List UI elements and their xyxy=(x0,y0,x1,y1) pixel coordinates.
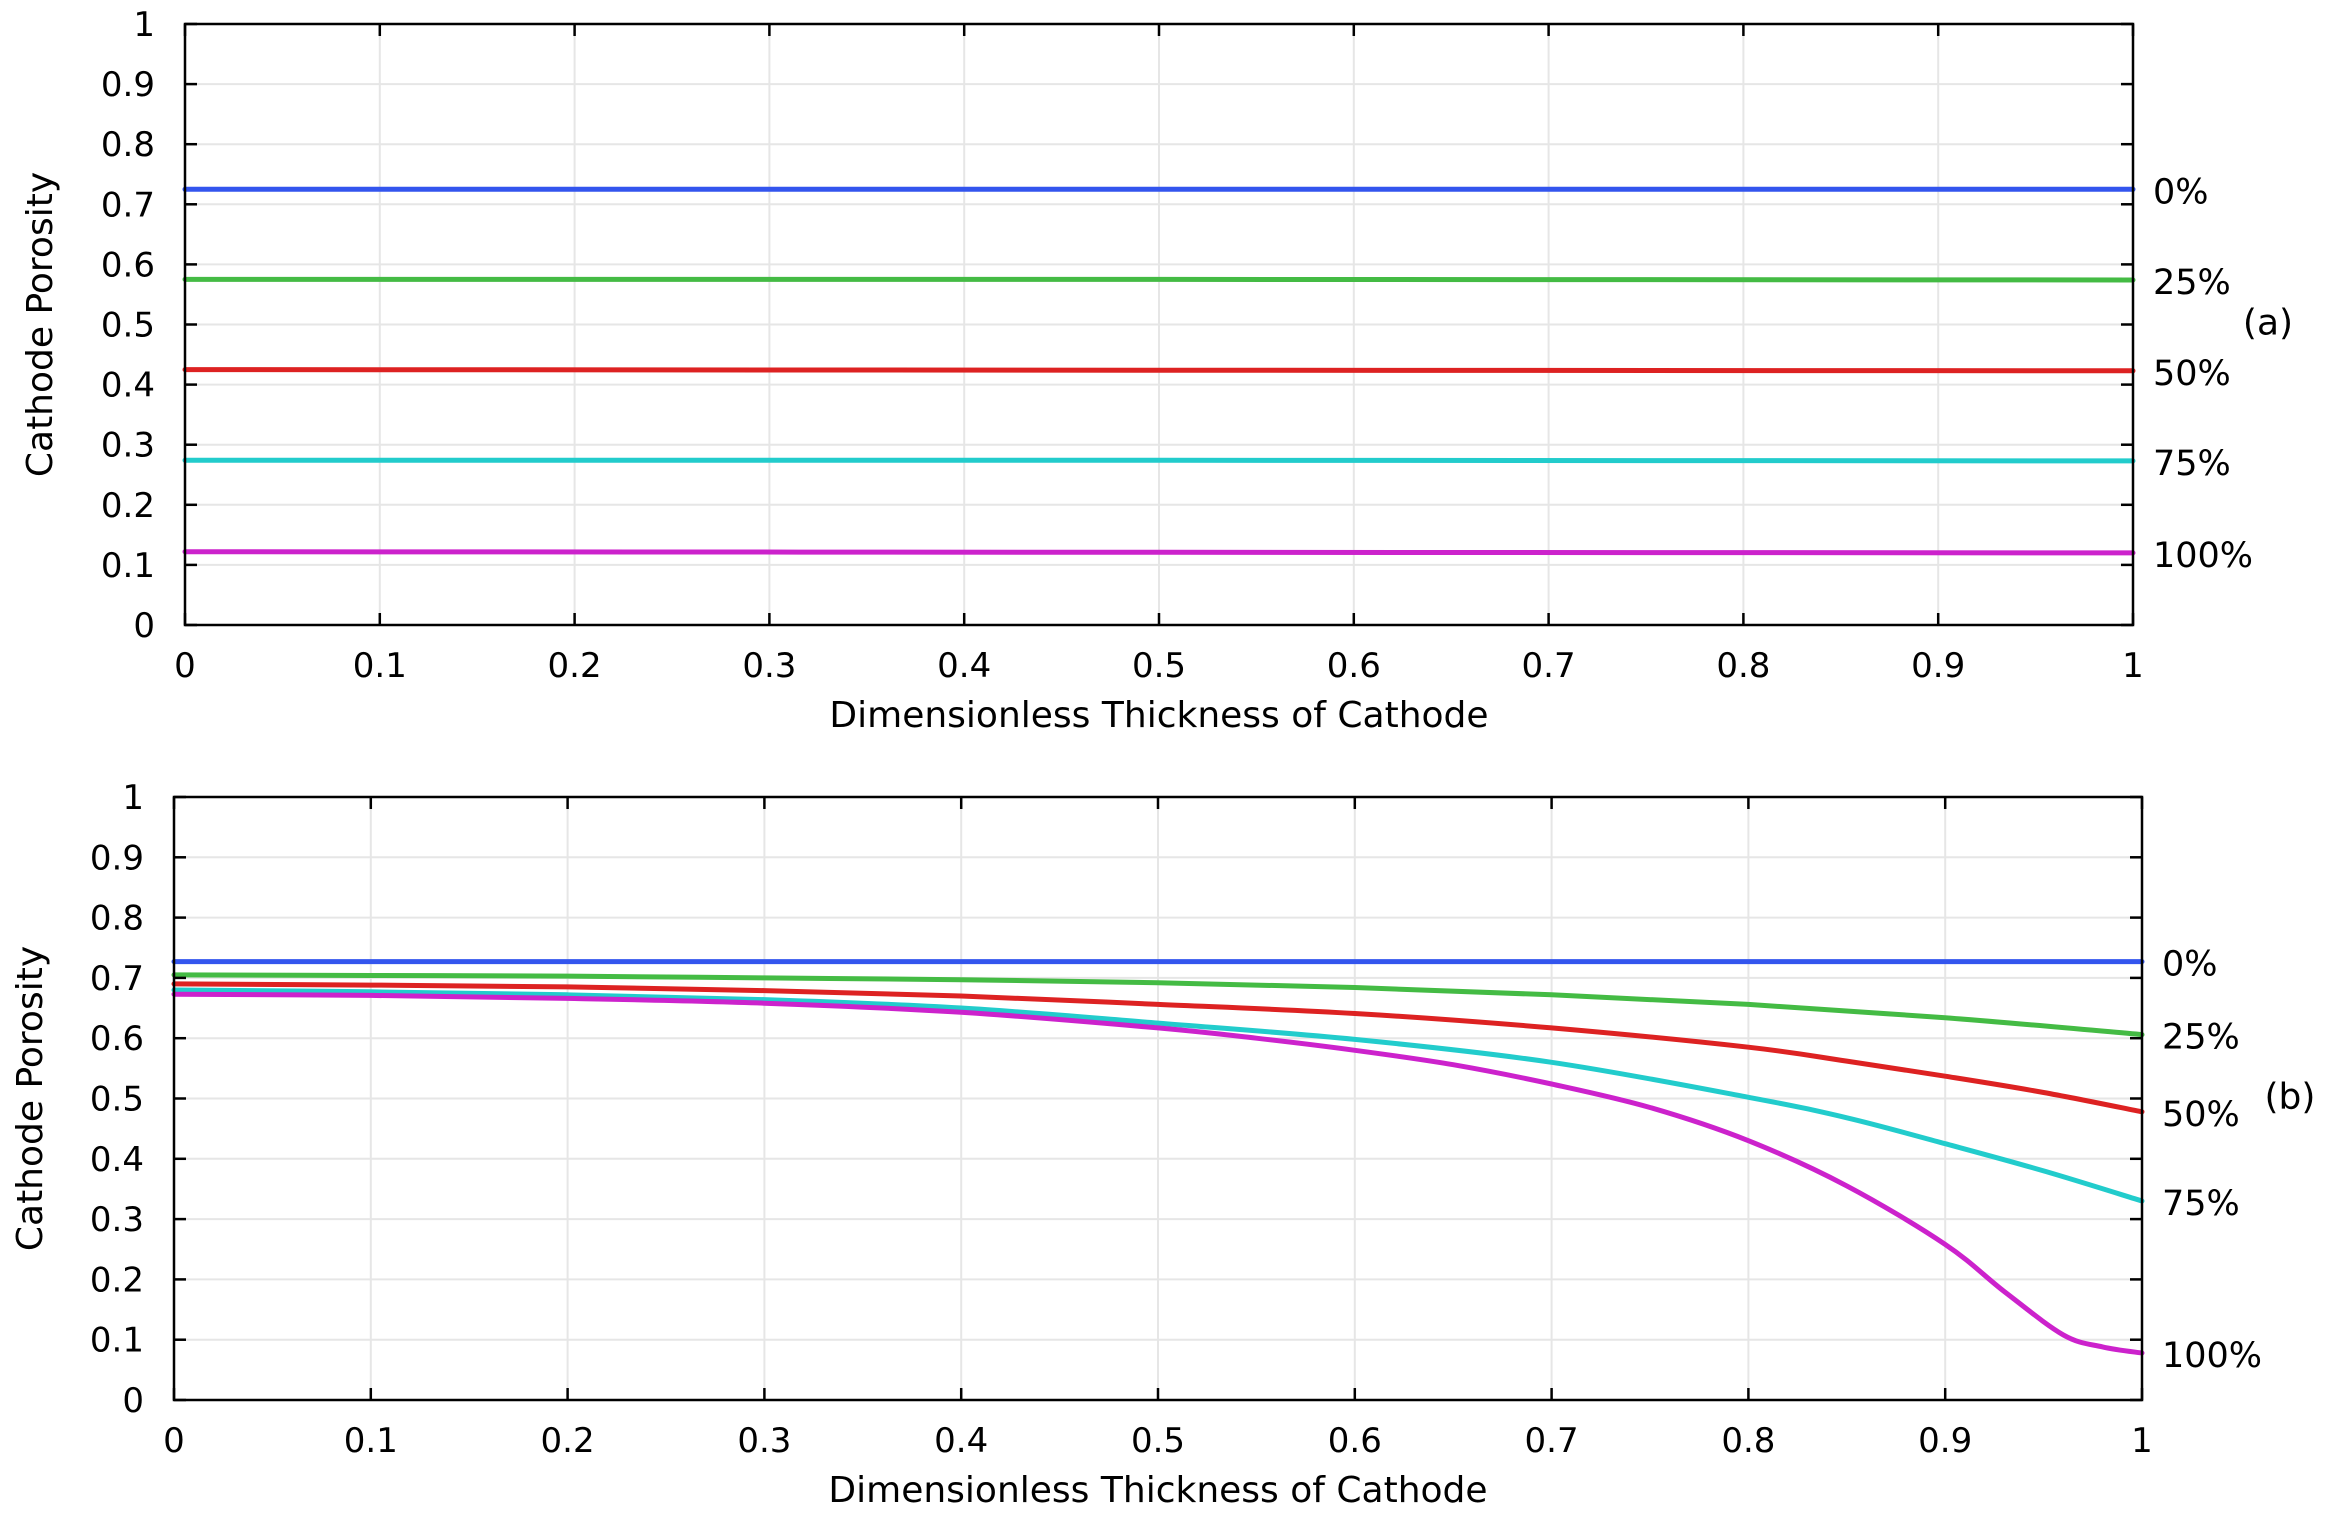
x-tick-label: 1 xyxy=(2122,646,2144,686)
x-tick-label: 0.5 xyxy=(1132,646,1186,686)
series-labels: 0% 25% 50% 75% 100% xyxy=(2153,172,2253,576)
series-lines xyxy=(171,959,2145,1356)
series-line xyxy=(171,987,2145,1204)
chart-panel-a: 0 0.1 0.2 0.3 0.4 0.5 0.6 0.7 0.8 0.9 1 0 0.1 0.2 0.3… xyxy=(20,5,2293,736)
y-tick-label: 0.6 xyxy=(90,1019,144,1059)
y-tick-label: 1 xyxy=(133,5,155,45)
y-tick-label: 0.3 xyxy=(90,1200,144,1240)
x-axis-title: Dimensionless Thickness of Cathode xyxy=(828,1470,1487,1511)
series-label: 25% xyxy=(2162,1018,2240,1058)
series-label: 75% xyxy=(2153,444,2231,484)
x-tick-label: 0.2 xyxy=(541,1421,595,1461)
series-label: 100% xyxy=(2162,1336,2262,1376)
x-tick-label: 0.6 xyxy=(1328,1421,1382,1461)
y-axis-title: Cathode Porosity xyxy=(20,172,61,477)
y-tick-label: 0 xyxy=(122,1381,144,1421)
series-label: 75% xyxy=(2162,1184,2240,1224)
x-tick-labels: 0 0.1 0.2 0.3 0.4 0.5 0.6 0.7 0.8 0.9 1 xyxy=(163,1421,2153,1461)
x-tick-label: 0.5 xyxy=(1131,1421,1185,1461)
x-tick-label: 0.9 xyxy=(1911,646,1965,686)
axis-ticks xyxy=(183,22,2135,627)
x-axis-title: Dimensionless Thickness of Cathode xyxy=(829,695,1488,736)
x-tick-label: 0.9 xyxy=(1918,1421,1972,1461)
series-line xyxy=(182,549,2136,556)
y-tick-label: 0.1 xyxy=(90,1321,144,1361)
series-label: 0% xyxy=(2162,945,2218,985)
grid-lines xyxy=(184,23,2134,626)
x-tick-label: 0.8 xyxy=(1721,1421,1775,1461)
x-tick-labels: 0 0.1 0.2 0.3 0.4 0.5 0.6 0.7 0.8 0.9 1 xyxy=(174,646,2144,686)
series-labels: 0% 25% 50% 75% 100% xyxy=(2162,945,2262,1376)
y-tick-label: 0.5 xyxy=(90,1080,144,1120)
x-tick-label: 0 xyxy=(174,646,196,686)
y-tick-label: 0.2 xyxy=(90,1260,144,1300)
chart-panel-b: 0 0.1 0.2 0.3 0.4 0.5 0.6 0.7 0.8 0.9 1 0 0.1 0.2 0.3… xyxy=(10,778,2315,1511)
series-lines xyxy=(182,186,2136,556)
y-tick-label: 0.7 xyxy=(101,185,155,225)
y-tick-labels: 0 0.1 0.2 0.3 0.4 0.5 0.6 0.7 0.8 0.9 1 xyxy=(101,5,155,646)
panel-label: (a) xyxy=(2243,303,2293,344)
panel-label: (b) xyxy=(2265,1077,2316,1118)
y-tick-label: 0.7 xyxy=(90,959,144,999)
x-tick-label: 0.4 xyxy=(934,1421,988,1461)
series-label: 50% xyxy=(2162,1095,2240,1135)
y-tick-label: 0.1 xyxy=(101,546,155,586)
x-tick-label: 0 xyxy=(163,1421,185,1461)
y-tick-label: 0.8 xyxy=(101,125,155,165)
x-tick-label: 0.4 xyxy=(937,646,991,686)
series-line xyxy=(182,276,2136,283)
y-tick-label: 0 xyxy=(133,606,155,646)
axis-ticks xyxy=(172,795,2144,1402)
x-tick-label: 0.2 xyxy=(548,646,602,686)
y-tick-label: 0.3 xyxy=(101,426,155,466)
x-tick-label: 0.8 xyxy=(1716,646,1770,686)
x-tick-label: 1 xyxy=(2131,1421,2153,1461)
x-tick-label: 0.3 xyxy=(737,1421,791,1461)
series-label: 25% xyxy=(2153,263,2231,303)
series-label: 0% xyxy=(2153,172,2209,212)
x-tick-label: 0.6 xyxy=(1327,646,1381,686)
series-line xyxy=(171,981,2145,1115)
series-line xyxy=(171,991,2145,1356)
series-line xyxy=(182,457,2136,464)
x-tick-label: 0.3 xyxy=(742,646,796,686)
series-line xyxy=(171,972,2145,1038)
series-label: 50% xyxy=(2153,354,2231,394)
x-tick-label: 0.7 xyxy=(1525,1421,1579,1461)
grid-lines xyxy=(173,796,2143,1401)
y-tick-label: 0.4 xyxy=(101,366,155,406)
y-tick-labels: 0 0.1 0.2 0.3 0.4 0.5 0.6 0.7 0.8 0.9 1 xyxy=(90,778,144,1421)
x-tick-label: 0.1 xyxy=(344,1421,398,1461)
y-tick-label: 0.8 xyxy=(90,899,144,939)
y-tick-label: 0.9 xyxy=(101,65,155,105)
y-tick-label: 0.9 xyxy=(90,838,144,878)
series-line xyxy=(182,367,2136,374)
x-tick-label: 0.7 xyxy=(1522,646,1576,686)
x-tick-label: 0.1 xyxy=(353,646,407,686)
y-tick-label: 0.5 xyxy=(101,306,155,346)
y-axis-title: Cathode Porosity xyxy=(10,946,51,1251)
series-label: 100% xyxy=(2153,536,2253,576)
y-tick-label: 1 xyxy=(122,778,144,818)
y-tick-label: 0.6 xyxy=(101,245,155,285)
y-tick-label: 0.2 xyxy=(101,486,155,526)
y-tick-label: 0.4 xyxy=(90,1140,144,1180)
